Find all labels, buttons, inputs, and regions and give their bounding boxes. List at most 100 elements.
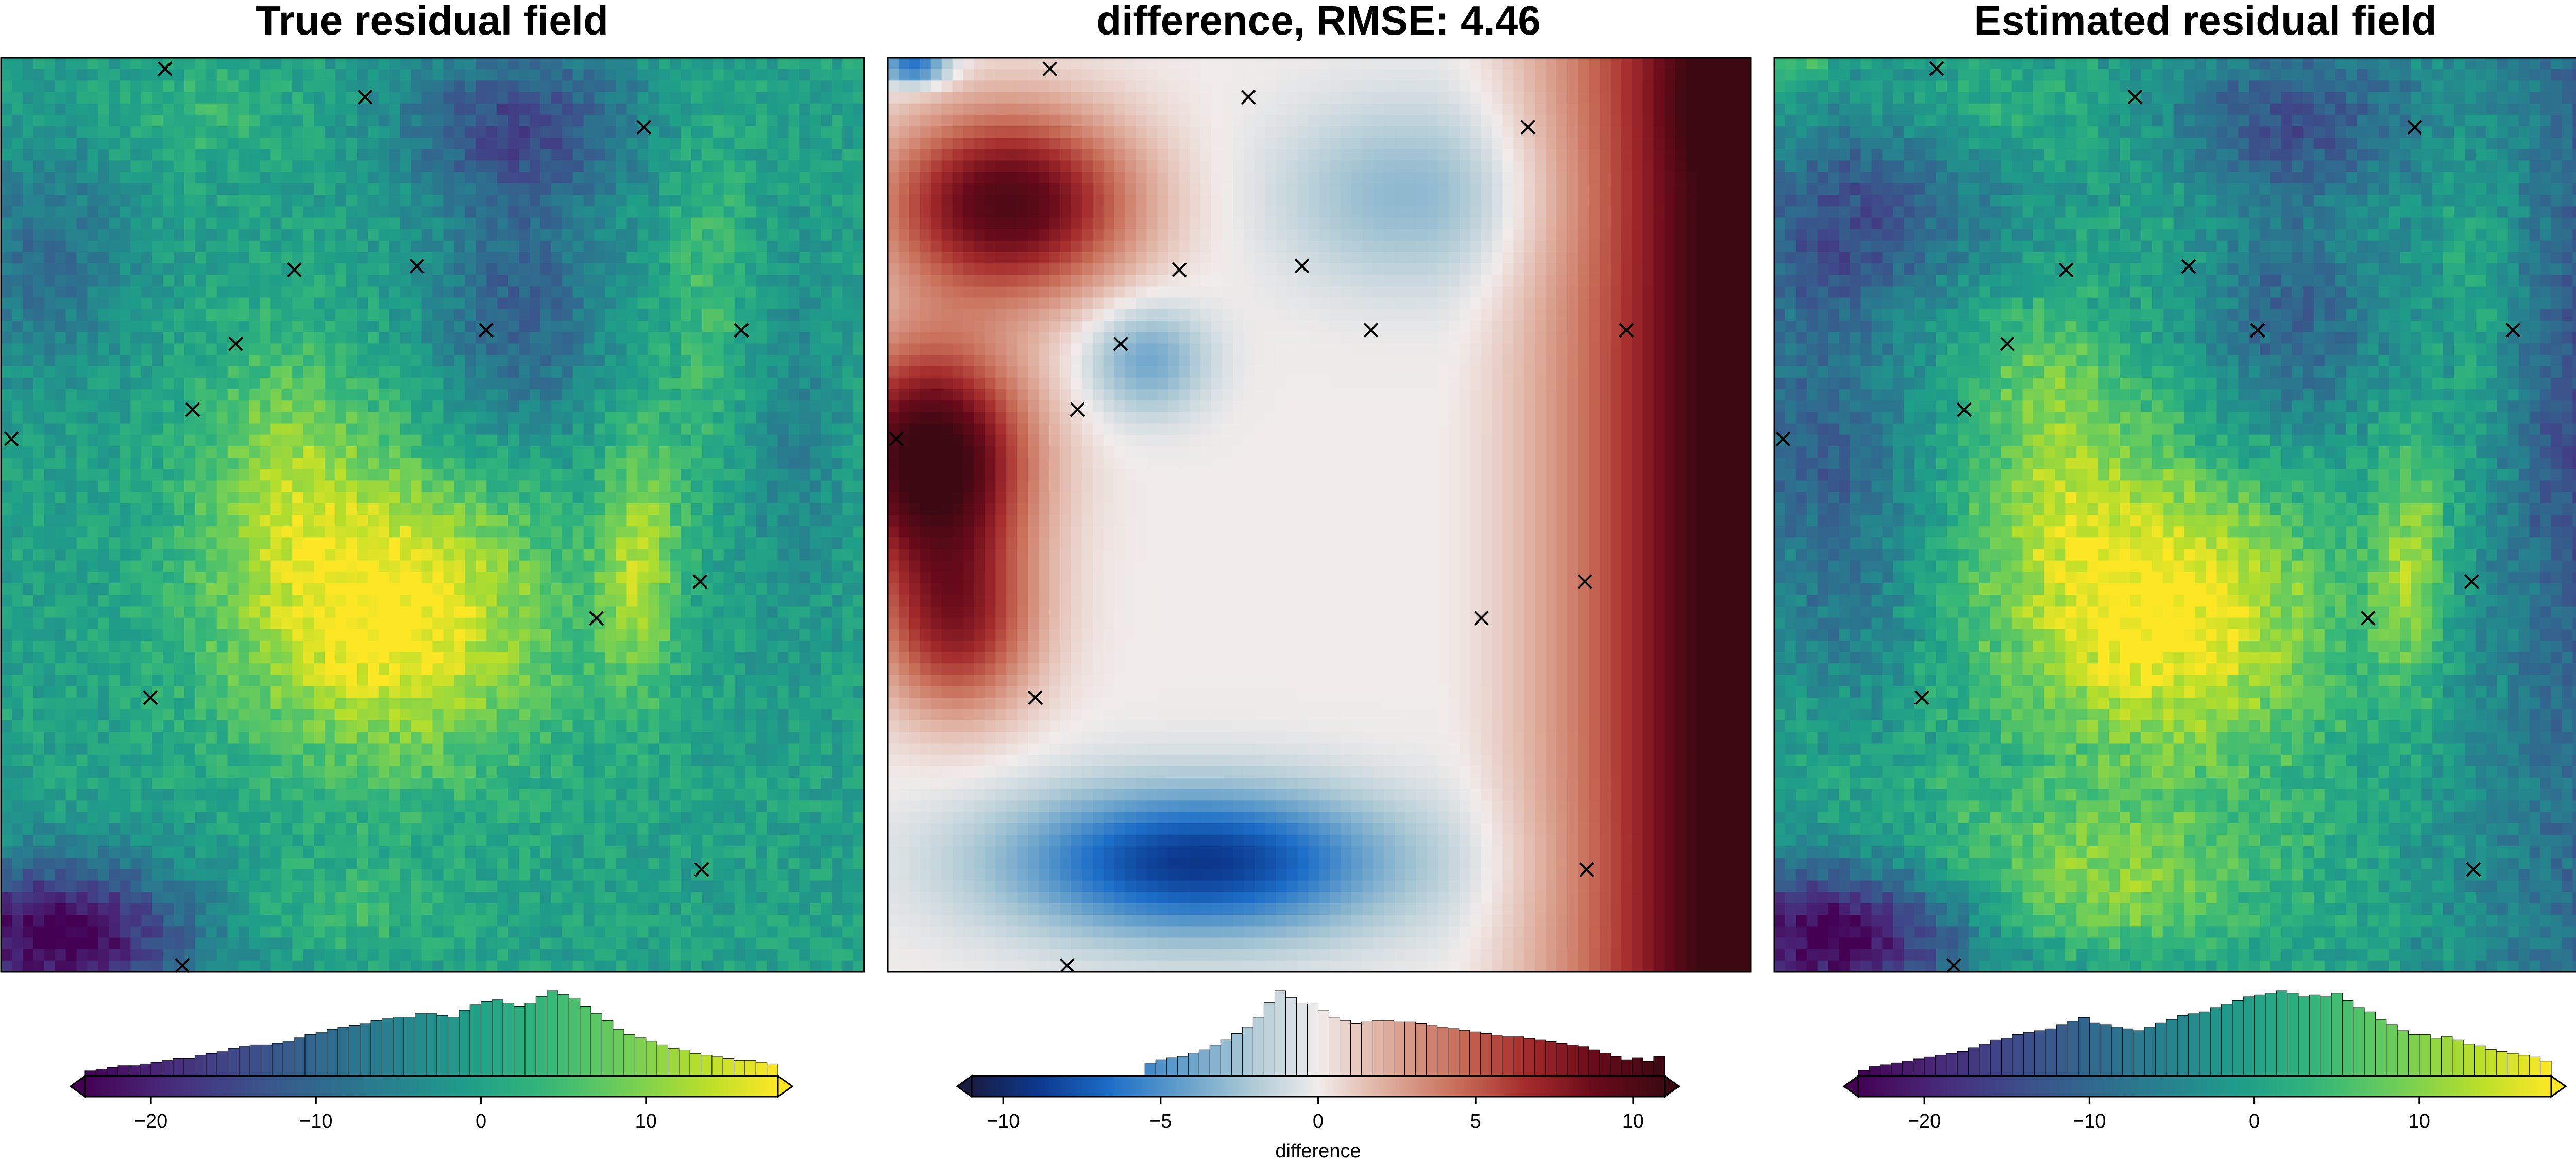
- heatmap-cell: [22, 458, 34, 469]
- heatmap-cell: [788, 149, 800, 161]
- heatmap-cell: [11, 160, 23, 173]
- heatmap-cell: [184, 595, 196, 607]
- heatmap-cell: [853, 251, 865, 264]
- heatmap-cell: [497, 606, 509, 618]
- heatmap-cell: [788, 583, 800, 595]
- heatmap-cell: [130, 629, 142, 641]
- heatmap-cell: [87, 251, 99, 264]
- heatmap-cell: [98, 343, 109, 356]
- heatmap-cell: [723, 275, 735, 287]
- heatmap-cell: [65, 251, 77, 264]
- heatmap-cell: [681, 355, 692, 367]
- heatmap-cell: [605, 229, 617, 241]
- heatmap-cell: [562, 743, 573, 755]
- heatmap-cell: [626, 560, 638, 573]
- heatmap-cell: [76, 217, 88, 230]
- heatmap-cell: [206, 686, 217, 698]
- heatmap-cell: [55, 732, 66, 744]
- heatmap-cell: [335, 172, 347, 184]
- heatmap-cell: [55, 389, 66, 401]
- heatmap-cell: [195, 263, 207, 275]
- heatmap-cell: [195, 195, 207, 207]
- heatmap-cell: [11, 332, 23, 344]
- heatmap-cell: [44, 583, 56, 595]
- heatmap-cell: [777, 458, 789, 469]
- heatmap-cell: [249, 138, 261, 150]
- heatmap-cell: [1, 537, 12, 550]
- heatmap-cell: [799, 469, 810, 481]
- heatmap-cell: [842, 515, 854, 527]
- heatmap-cell: [141, 297, 152, 310]
- heatmap-cell: [767, 321, 778, 332]
- heatmap-cell: [799, 263, 810, 275]
- heatmap-cell: [476, 160, 487, 173]
- heatmap-cell: [367, 286, 379, 298]
- heatmap-cell: [594, 229, 606, 241]
- heatmap-cell: [637, 617, 649, 630]
- heatmap-cell: [195, 697, 207, 710]
- heatmap-cell: [745, 583, 757, 595]
- heatmap-cell: [432, 458, 444, 469]
- heatmap-cell: [411, 332, 422, 344]
- heatmap-cell: [152, 583, 163, 595]
- heatmap-cell: [788, 400, 800, 413]
- heatmap-cell: [152, 149, 163, 161]
- heatmap-cell: [65, 206, 77, 218]
- heatmap-cell: [174, 332, 185, 344]
- heatmap-cell: [141, 92, 152, 104]
- heatmap-cell: [378, 652, 390, 664]
- heatmap-cell: [767, 217, 778, 230]
- heatmap-cell: [756, 492, 768, 504]
- heatmap-cell: [1, 571, 12, 584]
- heatmap-cell: [87, 571, 99, 584]
- heatmap-cell: [756, 297, 768, 310]
- heatmap-cell: [497, 675, 509, 687]
- heatmap-cell: [87, 469, 99, 481]
- heatmap-cell: [227, 275, 239, 287]
- heatmap-cell: [626, 549, 638, 561]
- heatmap-cell: [551, 251, 563, 264]
- heatmap-cell: [799, 697, 810, 710]
- heatmap-cell: [76, 686, 88, 698]
- heatmap-cell: [76, 114, 88, 127]
- heatmap-cell: [637, 58, 649, 70]
- heatmap-cell: [216, 480, 228, 493]
- heatmap-cell: [497, 251, 509, 264]
- heatmap-cell: [702, 732, 714, 744]
- heatmap-cell: [65, 229, 77, 241]
- heatmap-cell: [681, 206, 692, 218]
- heatmap-cell: [421, 172, 433, 184]
- heatmap-cell: [87, 446, 99, 458]
- heatmap-cell: [98, 92, 109, 104]
- heatmap-cell: [130, 446, 142, 458]
- heatmap-cell: [454, 377, 465, 390]
- heatmap-cell: [238, 423, 250, 435]
- heatmap-cell: [130, 537, 142, 550]
- heatmap-cell: [616, 138, 627, 150]
- heatmap-cell: [551, 515, 563, 527]
- heatmap-cell: [702, 400, 714, 413]
- heatmap-cell: [367, 114, 379, 127]
- heatmap-cell: [756, 537, 768, 550]
- heatmap-cell: [389, 629, 401, 641]
- heatmap-cell: [22, 652, 34, 664]
- heatmap-cell: [486, 560, 498, 573]
- heatmap-cell: [109, 446, 120, 458]
- heatmap-cell: [238, 332, 250, 344]
- heatmap-cell: [303, 400, 314, 413]
- heatmap-cell: [400, 206, 412, 218]
- heatmap-cell: [540, 217, 552, 230]
- heatmap-cell: [853, 69, 865, 81]
- heatmap-cell: [130, 652, 142, 664]
- heatmap-cell: [346, 69, 358, 81]
- heatmap-cell: [357, 423, 368, 435]
- heatmap-cell: [465, 229, 476, 241]
- heatmap-cell: [713, 743, 724, 755]
- heatmap-cell: [777, 126, 789, 138]
- heatmap-cell: [400, 732, 412, 744]
- heatmap-cell: [206, 69, 217, 81]
- heatmap-cell: [799, 663, 810, 676]
- heatmap-cell: [788, 434, 800, 447]
- heatmap-cell: [130, 560, 142, 573]
- heatmap-cell: [723, 480, 735, 493]
